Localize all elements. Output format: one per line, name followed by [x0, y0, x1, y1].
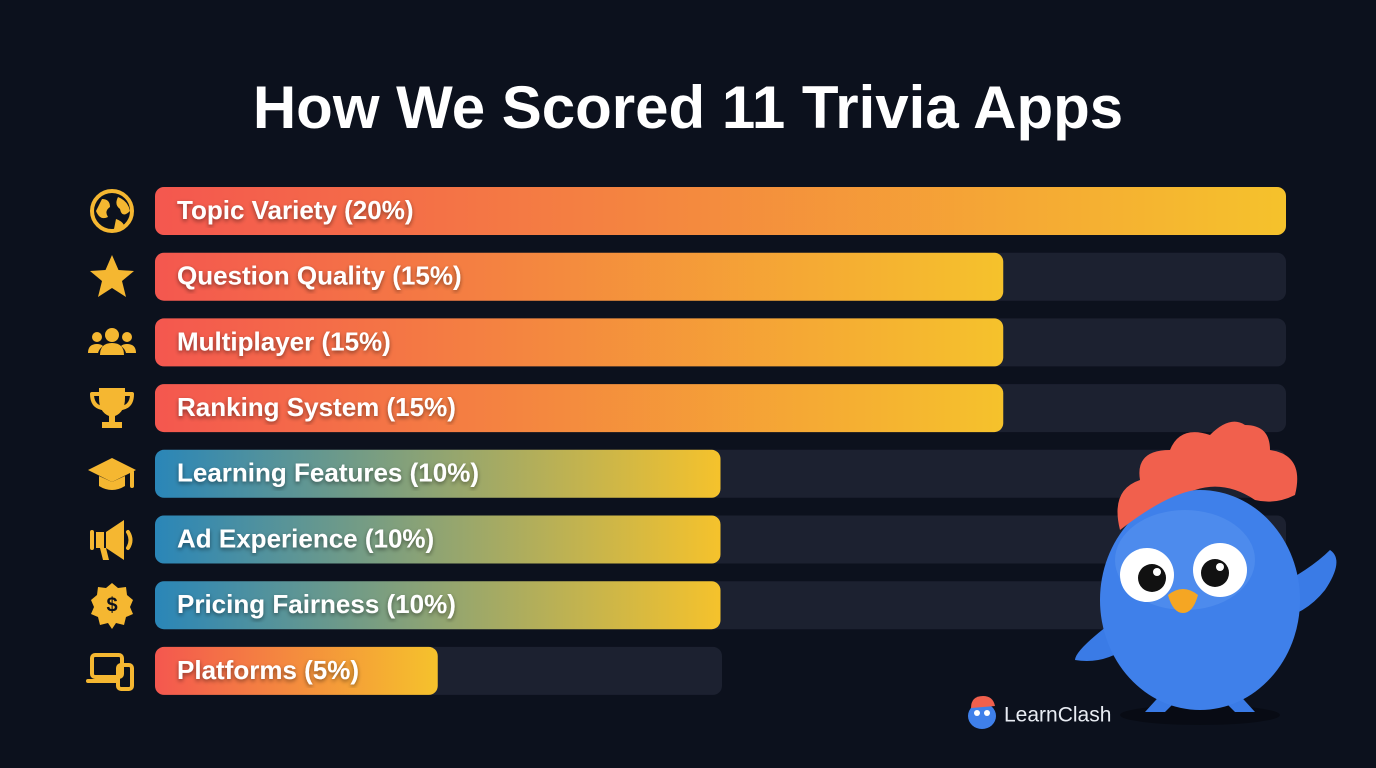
bar-label: Ranking System (15%): [177, 392, 456, 422]
bar: [155, 318, 1004, 367]
bar: [155, 252, 1004, 301]
bar-label: Ad Experience (10%): [177, 523, 434, 553]
bar-label: Learning Features (10%): [177, 458, 479, 488]
bars: Topic Variety (20%) Question Quality (15%…: [155, 187, 1286, 695]
brand: LearnClash: [968, 696, 1111, 729]
mascot: [1075, 421, 1337, 725]
bar: [155, 384, 1004, 433]
bar: [155, 449, 721, 498]
brand-name: LearnClash: [1004, 704, 1111, 727]
bar-label: Pricing Fairness (10%): [177, 589, 456, 619]
icons: $: [86, 189, 136, 691]
bar-label: Topic Variety (20%): [177, 195, 414, 225]
bar: [155, 187, 1286, 235]
bar-label: Platforms (5%): [177, 655, 359, 685]
bar: [155, 515, 721, 564]
bar: [155, 646, 438, 695]
bar-label: Multiplayer (15%): [177, 326, 391, 356]
svg-text:$: $: [106, 594, 117, 616]
bar: [155, 581, 721, 630]
chart-title: How We Scored 11 Trivia Apps: [253, 74, 1123, 141]
bar-label: Question Quality (15%): [177, 261, 462, 291]
